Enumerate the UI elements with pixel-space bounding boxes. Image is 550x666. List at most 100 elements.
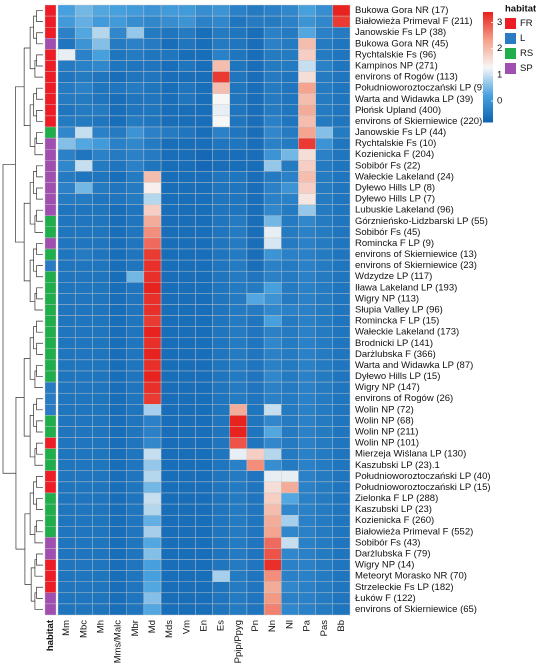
heatmap-cell bbox=[332, 104, 351, 117]
heatmap-cell bbox=[212, 82, 230, 94]
heatmap-cell bbox=[212, 193, 230, 205]
row-label: Warta and Widawka LP (87) bbox=[355, 360, 473, 371]
heatmap-cell bbox=[57, 104, 76, 117]
heatmap-cell bbox=[92, 104, 110, 117]
annotation-cell bbox=[44, 459, 57, 472]
heatmap-cell bbox=[315, 370, 334, 383]
legend-gradient-step bbox=[483, 50, 493, 53]
heatmap-cell bbox=[229, 171, 248, 183]
heatmap-cell bbox=[281, 359, 299, 372]
heatmap-cell bbox=[229, 470, 248, 483]
legend-gradient-step bbox=[483, 87, 493, 90]
row-label: Romincka F LP (9) bbox=[355, 238, 434, 249]
heatmap-cell bbox=[74, 115, 93, 128]
heatmap-cell bbox=[160, 315, 179, 327]
heatmap-cell bbox=[298, 160, 316, 172]
legend-gradient-step bbox=[483, 83, 493, 86]
heatmap-cell bbox=[315, 404, 334, 416]
heatmap-cell bbox=[74, 304, 93, 316]
heatmap-cell bbox=[160, 537, 179, 549]
annotation-cell bbox=[44, 204, 57, 216]
heatmap-cell bbox=[57, 592, 76, 605]
row-label: Meteoryt Morasko NR (70) bbox=[355, 571, 467, 582]
row-label: Dyłewo Hills LP (15) bbox=[355, 371, 440, 382]
row-label: Dyłewo Hills LP (8) bbox=[355, 183, 435, 194]
heatmap-cell bbox=[212, 182, 230, 194]
heatmap-cell bbox=[298, 38, 316, 50]
heatmap-cell bbox=[109, 448, 127, 460]
heatmap-cell bbox=[57, 526, 76, 538]
row-label: Sobibór Fs (43) bbox=[355, 537, 420, 548]
annotation-cell bbox=[44, 193, 57, 205]
heatmap-cell bbox=[246, 548, 265, 560]
heatmap-cell bbox=[332, 337, 351, 350]
heatmap-cell bbox=[178, 570, 196, 582]
heatmap-cell bbox=[126, 93, 145, 106]
row-label: Warta and Widawka LP (39) bbox=[355, 94, 473, 105]
heatmap-cell bbox=[212, 26, 230, 39]
heatmap-cell bbox=[57, 492, 76, 505]
annotation-cell bbox=[44, 548, 57, 560]
heatmap-cell bbox=[126, 437, 145, 449]
column-label: Pa bbox=[302, 619, 313, 631]
heatmap-cell bbox=[178, 259, 196, 272]
heatmap-cell bbox=[298, 270, 316, 283]
heatmap-cell bbox=[109, 326, 127, 338]
row-label: Zielonka F LP (288) bbox=[355, 493, 438, 504]
heatmap-cell bbox=[212, 215, 230, 228]
heatmap-cell bbox=[229, 160, 248, 172]
heatmap-cell bbox=[143, 282, 162, 294]
heatmap-cell bbox=[246, 492, 265, 505]
heatmap-cell bbox=[212, 282, 230, 294]
heatmap-cell bbox=[126, 148, 145, 161]
heatmap-cell bbox=[178, 448, 196, 460]
heatmap-cell bbox=[212, 370, 230, 383]
heatmap-cell bbox=[263, 115, 282, 128]
heatmap-cell bbox=[178, 559, 196, 571]
heatmap-cell bbox=[195, 592, 213, 605]
heatmap-cell bbox=[246, 348, 265, 361]
heatmap-cell bbox=[57, 459, 76, 472]
heatmap-cell bbox=[160, 60, 179, 72]
heatmap-cell bbox=[109, 481, 127, 494]
heatmap-cell bbox=[178, 481, 196, 494]
heatmap-cell bbox=[143, 193, 162, 205]
heatmap-cell bbox=[298, 381, 316, 394]
heatmap-cell bbox=[178, 370, 196, 383]
heatmap-cell bbox=[109, 348, 127, 361]
heatmap-cell bbox=[315, 359, 334, 372]
heatmap-cell bbox=[332, 115, 351, 128]
heatmap-cell bbox=[315, 182, 334, 194]
heatmap-cell bbox=[74, 4, 93, 17]
heatmap-cell bbox=[263, 459, 282, 472]
heatmap-cell bbox=[263, 448, 282, 460]
heatmap-cell bbox=[57, 470, 76, 483]
row-label: Południoworoztoczański LP (15) bbox=[355, 482, 491, 493]
row-label: Górznieńsko-Lidzbarski LP (55) bbox=[355, 216, 488, 227]
legend-gradient-step bbox=[483, 74, 493, 77]
heatmap-cell bbox=[229, 459, 248, 472]
heatmap-cell bbox=[109, 381, 127, 394]
heatmap-cell bbox=[57, 404, 76, 416]
heatmap-cell bbox=[160, 182, 179, 194]
heatmap-cell bbox=[92, 226, 110, 239]
dendrogram-branch bbox=[23, 358, 31, 437]
legend-gradient-step bbox=[483, 28, 493, 31]
heatmap-cell bbox=[281, 381, 299, 394]
dendrogram-branch bbox=[30, 567, 35, 602]
row-label: Kampinos NP (271) bbox=[355, 61, 438, 72]
heatmap-cell bbox=[298, 26, 316, 39]
heatmap-cell bbox=[229, 492, 248, 505]
heatmap-cell bbox=[281, 248, 299, 261]
heatmap-cell bbox=[57, 93, 76, 106]
heatmap-cell bbox=[143, 503, 162, 516]
heatmap-cell bbox=[263, 237, 282, 250]
row-label: Darżlubska F (79) bbox=[355, 549, 431, 560]
heatmap-cell bbox=[126, 237, 145, 250]
row-label: Bukowa Gora NR (17) bbox=[355, 5, 448, 16]
legend-gradient-step bbox=[483, 112, 493, 116]
heatmap-cell bbox=[263, 93, 282, 106]
heatmap-cell bbox=[281, 204, 299, 216]
heatmap-cell bbox=[229, 193, 248, 205]
heatmap-cell bbox=[298, 248, 316, 261]
